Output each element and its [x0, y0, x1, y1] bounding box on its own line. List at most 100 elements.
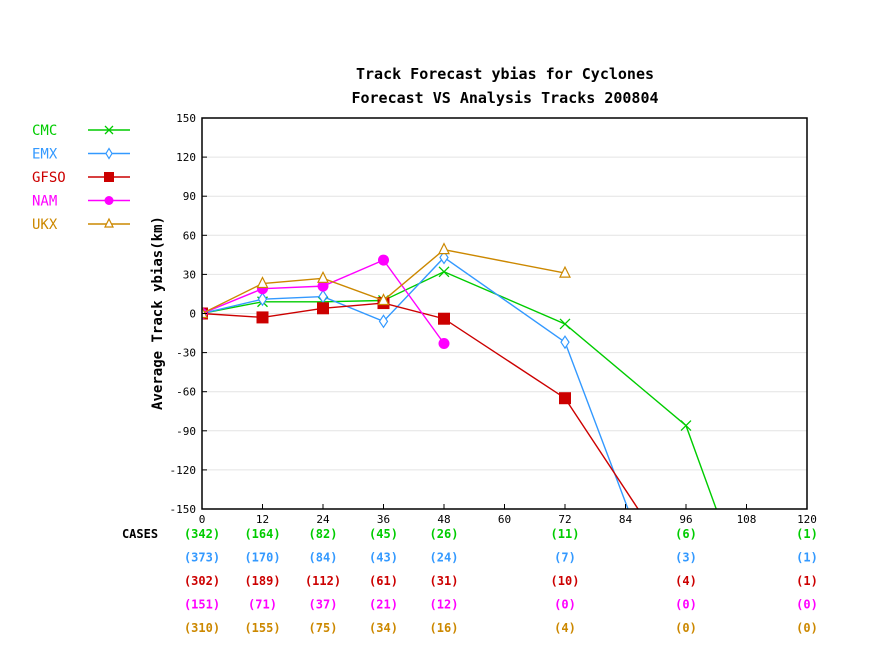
cases-value-emx: (7): [554, 551, 576, 565]
legend-marker-cmc: [104, 125, 114, 135]
data-point-emx: [318, 289, 328, 304]
legend-item-ukx: UKX: [32, 217, 130, 233]
legend: CMC EMX GFSO NAM UKX: [32, 123, 130, 233]
data-point-gfso: [559, 392, 571, 405]
cases-value-gfso: (61): [369, 574, 398, 588]
cases-value-ukx: (0): [675, 621, 697, 635]
x-tick-label: 12: [256, 513, 269, 526]
cases-value-cmc: (1): [796, 527, 818, 541]
cases-value-nam: (21): [369, 598, 398, 612]
y-tick-label: 0: [189, 308, 196, 321]
data-point-nam: [378, 254, 389, 266]
x-tick-label: 48: [437, 513, 450, 526]
legend-item-cmc: CMC: [32, 123, 130, 139]
y-tick-label: -60: [176, 386, 196, 399]
series-line-emx: [202, 256, 629, 509]
legend-item-emx: EMX: [32, 147, 130, 163]
cases-value-gfso: (4): [675, 574, 697, 588]
chart-subtitle: Forecast VS Analysis Tracks 200804: [351, 89, 658, 107]
x-tick-label: 36: [377, 513, 390, 526]
series-cmc: [202, 266, 717, 509]
cases-value-ukx: (4): [554, 621, 576, 635]
y-tick-label: 120: [176, 151, 196, 164]
legend-marker-emx: [105, 147, 113, 160]
cases-value-emx: (373): [184, 551, 220, 565]
series-line-gfso: [202, 302, 639, 509]
legend-label-gfso: GFSO: [32, 170, 66, 186]
cases-value-cmc: (26): [430, 527, 459, 541]
cases-value-ukx: (34): [369, 621, 398, 635]
data-point-ukx: [202, 306, 208, 319]
data-point-emx: [439, 250, 449, 265]
cases-value-nam: (151): [184, 598, 220, 612]
y-tick-label: 60: [183, 229, 196, 242]
cases-value-nam: (71): [248, 598, 277, 612]
data-point-ukx: [317, 270, 329, 283]
cases-value-nam: (0): [796, 598, 818, 612]
x-tick-label: 84: [619, 513, 633, 526]
cases-value-cmc: (45): [369, 527, 398, 541]
cases-value-nam: (0): [675, 598, 697, 612]
legend-marker-ukx: [104, 217, 114, 228]
y-axis-label: Average Track ybias(km): [150, 216, 166, 410]
x-tick-label: 96: [679, 513, 692, 526]
cases-table: (342) (164) (82) (45) (26) (11) (6) (1) (373) (17…: [184, 527, 818, 635]
data-point-ukx: [256, 276, 269, 289]
x-tick-label: 120: [797, 513, 817, 526]
cases-value-cmc: (342): [184, 527, 220, 541]
data-point-emx: [257, 292, 268, 307]
cases-value-nam: (37): [309, 598, 338, 612]
y-tick-label: 30: [183, 268, 196, 281]
cases-value-emx: (43): [369, 551, 398, 565]
data-point-nam: [438, 337, 450, 349]
cases-value-nam: (0): [554, 598, 576, 612]
cases-label: CASES: [122, 527, 158, 541]
cases-value-emx: (3): [675, 551, 697, 565]
grid: [202, 156, 807, 471]
cases-value-ukx: (310): [184, 621, 220, 635]
series-lines: [202, 242, 717, 509]
data-point-ukx: [438, 242, 450, 255]
x-tick-label: 72: [558, 513, 571, 526]
data-point-cmc: [680, 420, 692, 432]
legend-marker-nam: [104, 196, 114, 205]
cases-value-emx: (24): [430, 551, 459, 565]
series-ukx: [202, 242, 571, 319]
data-point-gfso: [256, 311, 269, 324]
data-point-cmc: [438, 266, 450, 278]
y-tick-label: -120: [170, 464, 197, 477]
y-tick-label: -150: [170, 503, 197, 516]
y-tick-label: 150: [176, 112, 196, 125]
y-tick-label: -30: [176, 347, 196, 360]
chart-title: Track Forecast ybias for Cyclones: [356, 65, 654, 83]
cases-value-ukx: (155): [244, 621, 280, 635]
data-point-nam: [317, 280, 329, 292]
data-point-gfso: [438, 312, 450, 325]
data-point-emx: [560, 335, 570, 350]
cases-value-emx: (84): [309, 551, 338, 565]
x-tick-label: 24: [316, 513, 330, 526]
cases-value-gfso: (302): [184, 574, 220, 588]
data-point-emx: [378, 314, 389, 329]
cases-value-ukx: (0): [796, 621, 818, 635]
legend-label-emx: EMX: [32, 147, 58, 163]
data-point-gfso: [317, 302, 329, 315]
y-tick-label: -90: [176, 425, 196, 438]
data-point-ukx: [377, 293, 390, 306]
series-line-cmc: [202, 271, 717, 509]
legend-label-cmc: CMC: [32, 123, 57, 139]
legend-label-nam: NAM: [32, 194, 57, 210]
cases-value-nam: (12): [430, 598, 459, 612]
cases-value-ukx: (16): [430, 621, 459, 635]
cases-value-cmc: (6): [675, 527, 697, 541]
cases-value-cmc: (164): [244, 527, 280, 541]
x-tick-label: 60: [498, 513, 511, 526]
legend-label-ukx: UKX: [32, 217, 58, 233]
data-point-cmc: [559, 318, 571, 330]
series-line-ukx: [202, 248, 566, 315]
legend-item-nam: NAM: [32, 194, 130, 210]
cases-value-emx: (1): [796, 551, 818, 565]
y-tick-label: 90: [183, 190, 196, 203]
